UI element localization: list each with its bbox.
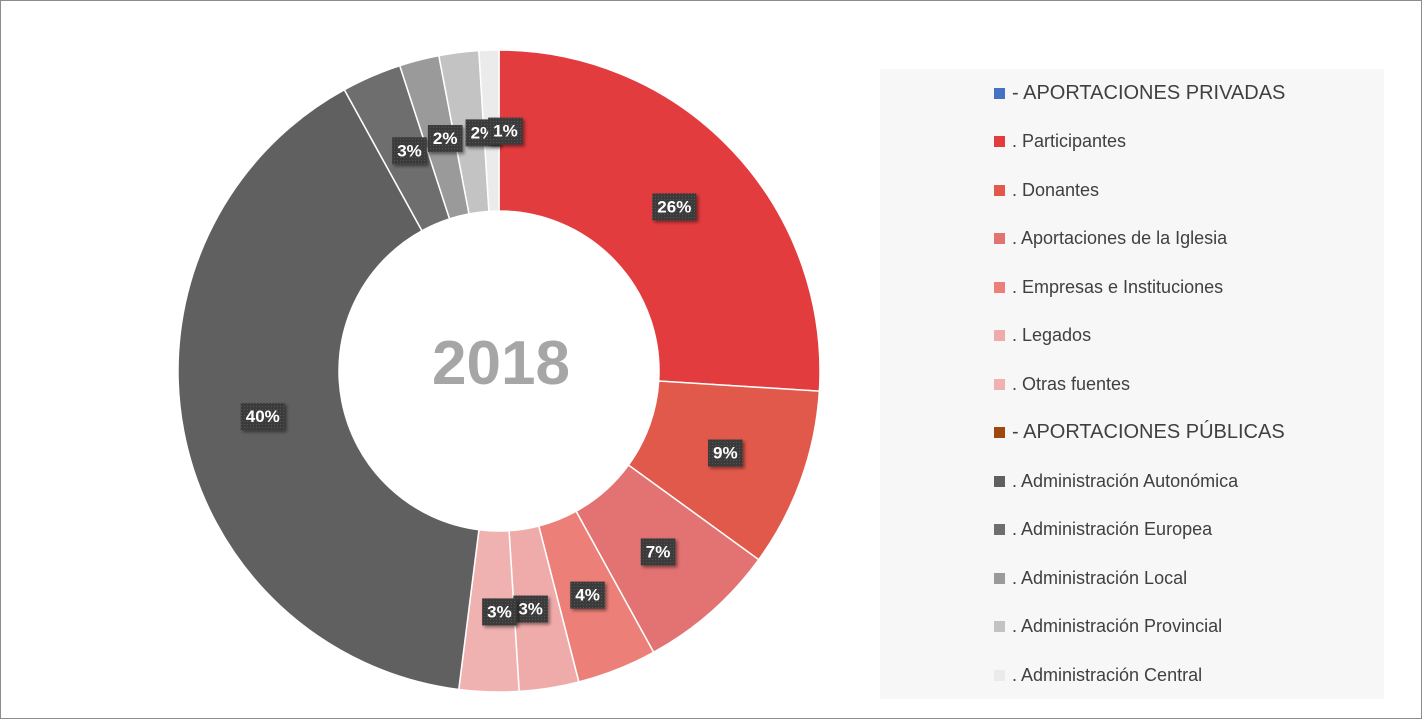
legend-item-administracion-europea: . Administración Europea [994,518,1212,542]
legend-item-otras-fuentes: . Otras fuentes [994,372,1130,396]
legend-swatch [994,330,1005,341]
legend-item-administracion-provincial: . Administración Provincial [994,615,1222,639]
data-label-box [513,595,548,623]
data-label-administracion-autonomica: 40% [240,403,285,431]
data-label-administracion-europea: 3% [392,137,427,165]
legend-label: - APORTACIONES PRIVADAS [1012,81,1286,104]
legend-swatch [994,475,1005,487]
data-label-empresas-e-instituciones: 4% [570,581,605,609]
data-label-text: 1% [493,122,518,141]
data-label-box [240,403,285,431]
legend-swatch [994,427,1005,438]
legend-swatch [994,184,1005,196]
legend-label: . Administración Central [1012,664,1203,685]
slice-administracion-autonomica [177,88,480,691]
data-label-box [707,439,743,467]
legend-swatch [994,378,1005,390]
data-label-text: 4% [575,586,600,605]
data-labels-group: 26%9%7%4%3%3%40%3%2% 2%1% [240,117,743,626]
chart-legend: - APORTACIONES PRIVADAS . Participantes . … [880,69,1384,699]
legend-label: . Otras fuentes [1012,373,1131,394]
data-label-box [652,193,697,221]
legend-label: - APORTACIONES PÚBLICAS [1012,421,1285,443]
legend-label: . Aportaciones de la Iglesia [1012,228,1228,248]
legend-label: . Administración Local [1012,567,1188,588]
legend-swatch [994,136,1005,147]
data-label-participantes: 26% [652,193,697,221]
data-label-text: 3% [487,602,512,621]
legend-item-administracion-autonomica: . Administración Autonómica [994,469,1238,493]
data-label-administracion-central: 1% [488,117,523,145]
legend-swatch [994,621,1005,632]
data-label-administracion-local: 2% [427,125,463,153]
legend-item-empresas-e-instituciones: . Empresas e Instituciones [994,275,1223,299]
data-label-aportaciones-de-la-iglesia: 7% [640,538,676,566]
slice-participantes [498,49,821,392]
legend-item-administracion-central: . Administración Central [994,663,1202,687]
data-label-donantes: 9% [707,439,743,467]
data-label-text: 3% [518,600,543,619]
legend-swatch [994,572,1005,584]
legend-label: . Administración Provincial [1012,616,1223,636]
legend-item-participantes: . Participantes [994,130,1126,154]
legend-label: . Empresas e Instituciones [1012,276,1224,297]
data-label-text: 9% [713,443,738,462]
data-label-box [488,117,523,145]
data-label-box [640,538,676,566]
data-label-box [427,125,463,153]
data-label-box [570,581,605,609]
legend-label: . Donantes [1012,179,1100,200]
legend-label: . Legados [1012,325,1092,345]
legend-item-legados: . Legados [994,324,1091,348]
legend-item-aportaciones-publicas: - APORTACIONES PÚBLICAS [994,421,1285,445]
data-label-text: 40% [246,407,280,426]
data-label-text: 7% [646,542,671,561]
legend-item-administracion-local: . Administración Local [994,566,1187,590]
data-label-box [482,598,517,626]
legend-item-donantes: . Donantes [994,178,1099,202]
legend-swatch [994,87,1005,99]
center-year-label: 2018 [432,329,570,398]
data-label-text: 26% [657,197,691,216]
legend-label: . Administración Autonómica [1012,470,1239,491]
data-label-text: 2% [433,129,458,148]
data-label-legados: 3% [513,595,548,623]
legend-label: . Administración Europea [1012,519,1213,539]
legend-swatch [994,281,1005,293]
legend-swatch [994,524,1005,535]
legend-swatch [994,669,1005,681]
legend-item-aportaciones-privadas: - APORTACIONES PRIVADAS [994,81,1285,105]
data-label-box [392,137,427,165]
legend-swatch [994,233,1005,244]
data-label-otras-fuentes: 3% [482,598,517,626]
legend-label: . Participantes [1012,131,1127,151]
data-label-text: 3% [397,141,422,160]
legend-item-aportaciones-de-la-iglesia: . Aportaciones de la Iglesia [994,227,1227,251]
